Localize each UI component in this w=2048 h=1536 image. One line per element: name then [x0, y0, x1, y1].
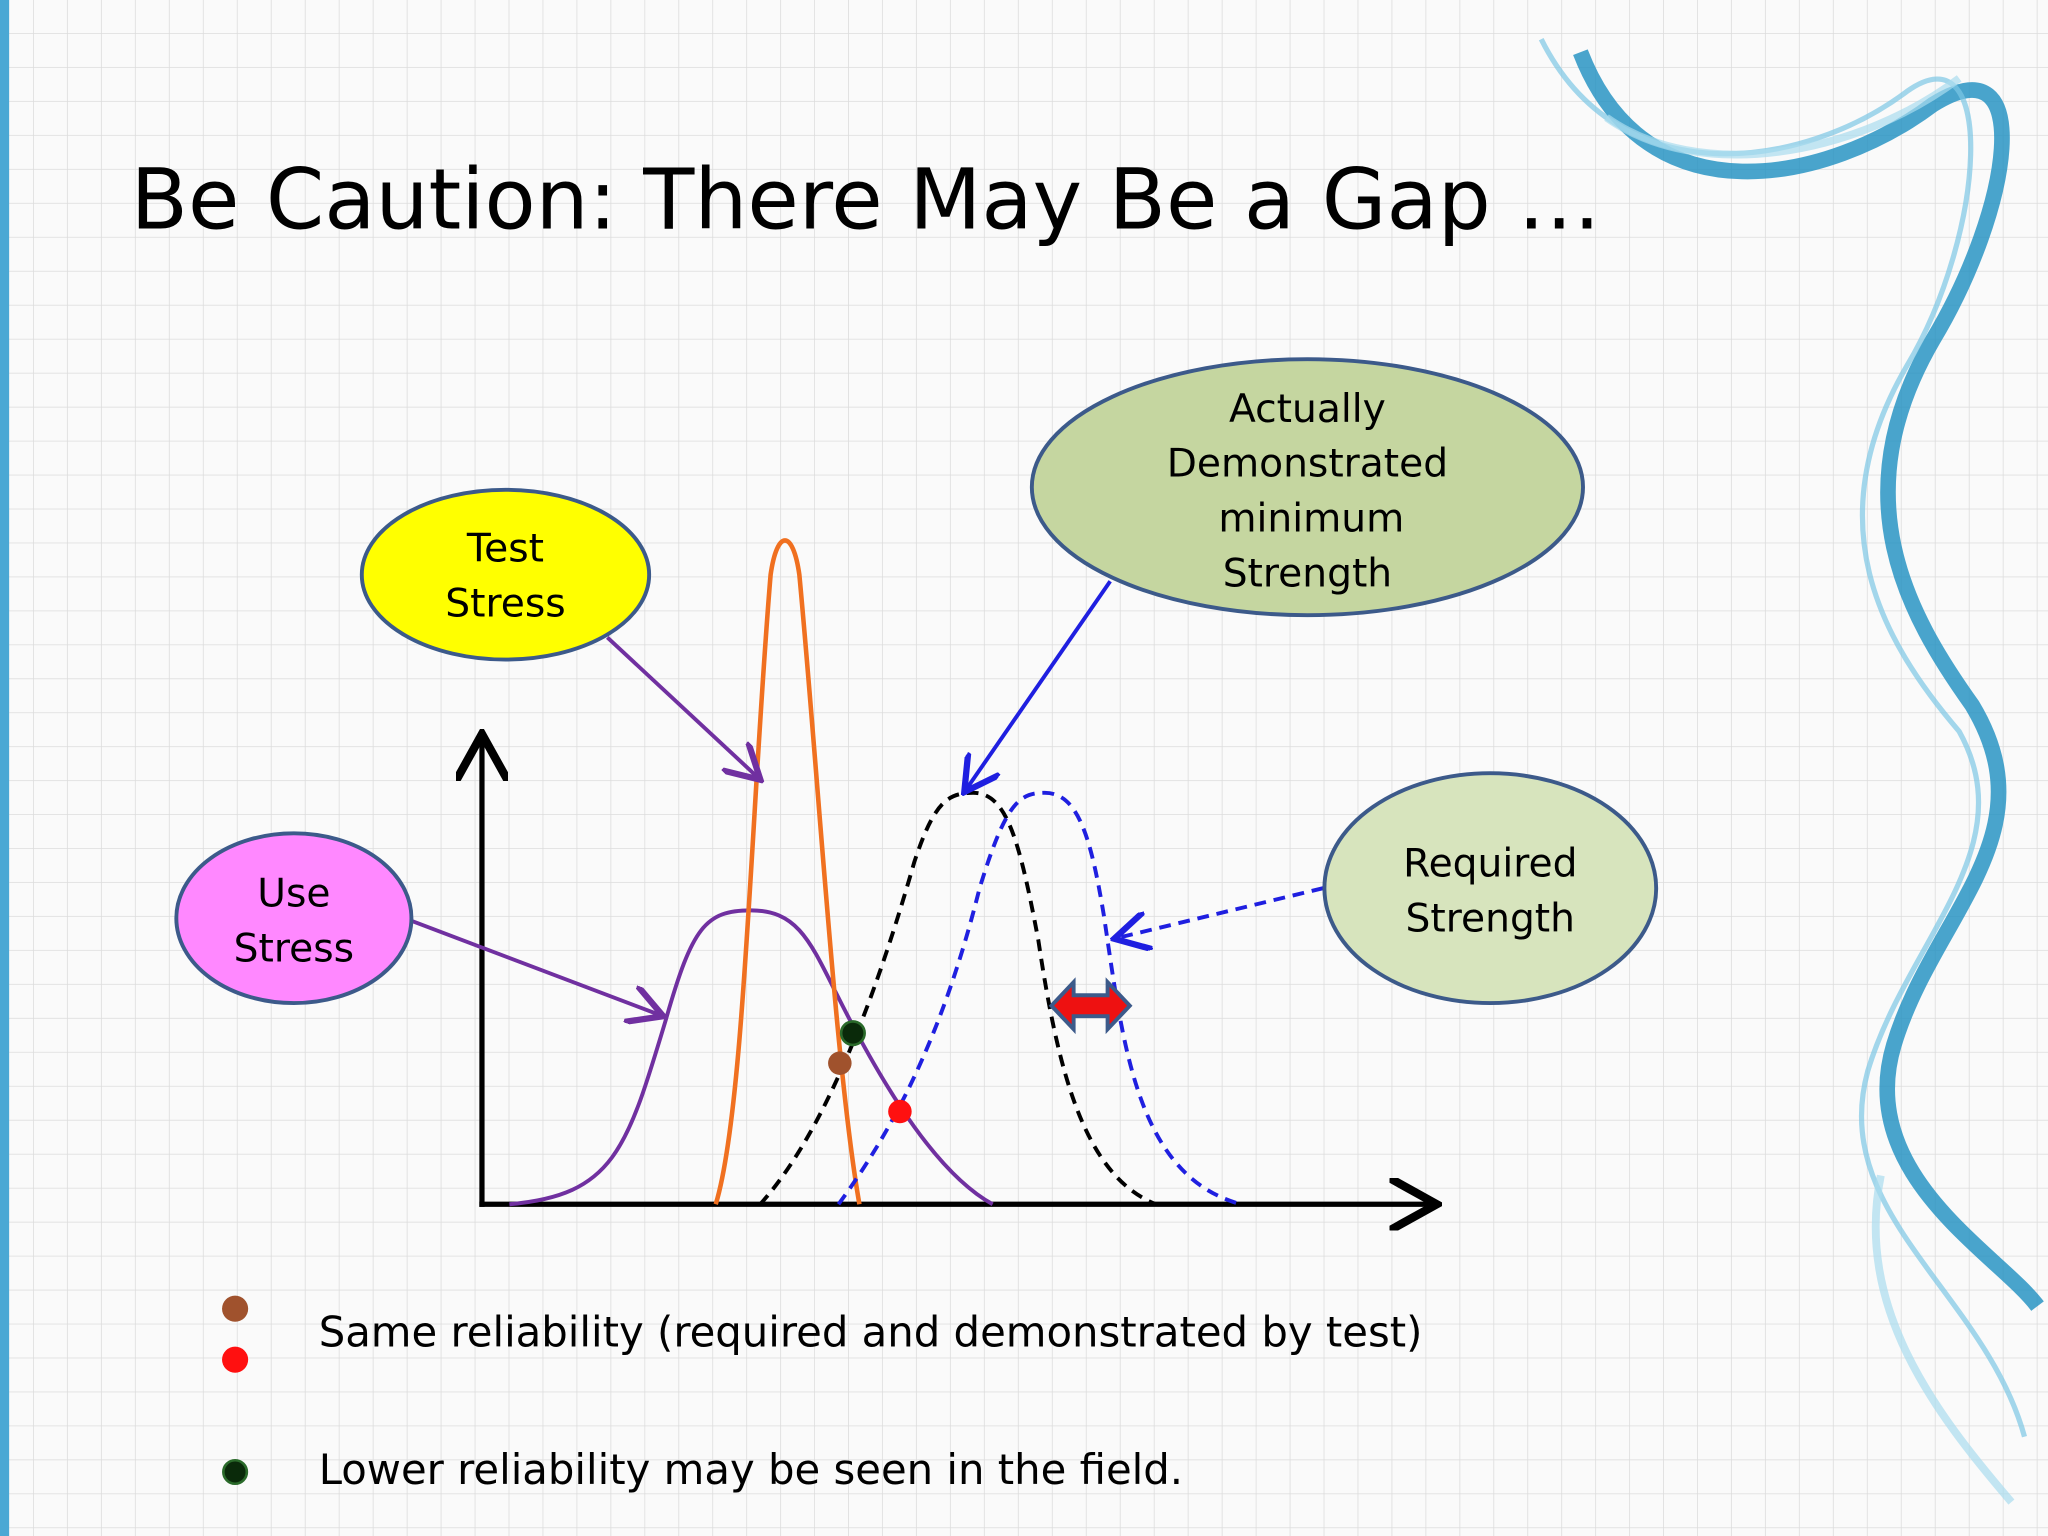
- bubble-text: Strength: [1406, 896, 1575, 941]
- test-stress-bubble: [359, 487, 652, 662]
- legend-dot: [222, 1458, 249, 1486]
- bubble-text: Test: [466, 527, 544, 572]
- red-point: [888, 1099, 912, 1124]
- callout-arrow: [410, 918, 659, 1015]
- brown-point: [828, 1051, 852, 1075]
- bubble-text: Actually: [1229, 387, 1386, 432]
- test-stress-curve: [713, 538, 862, 1205]
- required-strength-curve: [836, 790, 1242, 1207]
- bubble-text: Strength: [1223, 551, 1392, 596]
- left-bar: [0, 0, 10, 1536]
- slide-title: Be Caution: There May Be a Gap …: [131, 151, 1601, 249]
- demonstrated-bubble: [1029, 357, 1585, 618]
- bubble-text: Use: [257, 871, 330, 916]
- callout-arrow: [606, 635, 757, 777]
- wave-decoration: [1538, 38, 2044, 1505]
- bubble-text: Required: [1403, 841, 1577, 886]
- callout-arrow: [1118, 886, 1324, 938]
- black-point: [839, 1020, 866, 1047]
- legend-text: Same reliability (required and demonstra…: [319, 1308, 1423, 1357]
- gap-arrow: [1048, 977, 1133, 1035]
- bubble-text: Demonstrated: [1167, 442, 1448, 487]
- bubble-text: Stress: [445, 581, 565, 626]
- legend-text: Lower reliability may be seen in the fie…: [319, 1445, 1183, 1494]
- legend-dot: [222, 1346, 249, 1373]
- use-stress-bubble: [174, 831, 414, 1006]
- bubble-text: minimum: [1218, 497, 1404, 542]
- bubble-text: Stress: [234, 926, 354, 971]
- required-bubble: [1322, 771, 1659, 1006]
- legend-dot: [222, 1295, 249, 1322]
- callout-arrow: [967, 580, 1112, 789]
